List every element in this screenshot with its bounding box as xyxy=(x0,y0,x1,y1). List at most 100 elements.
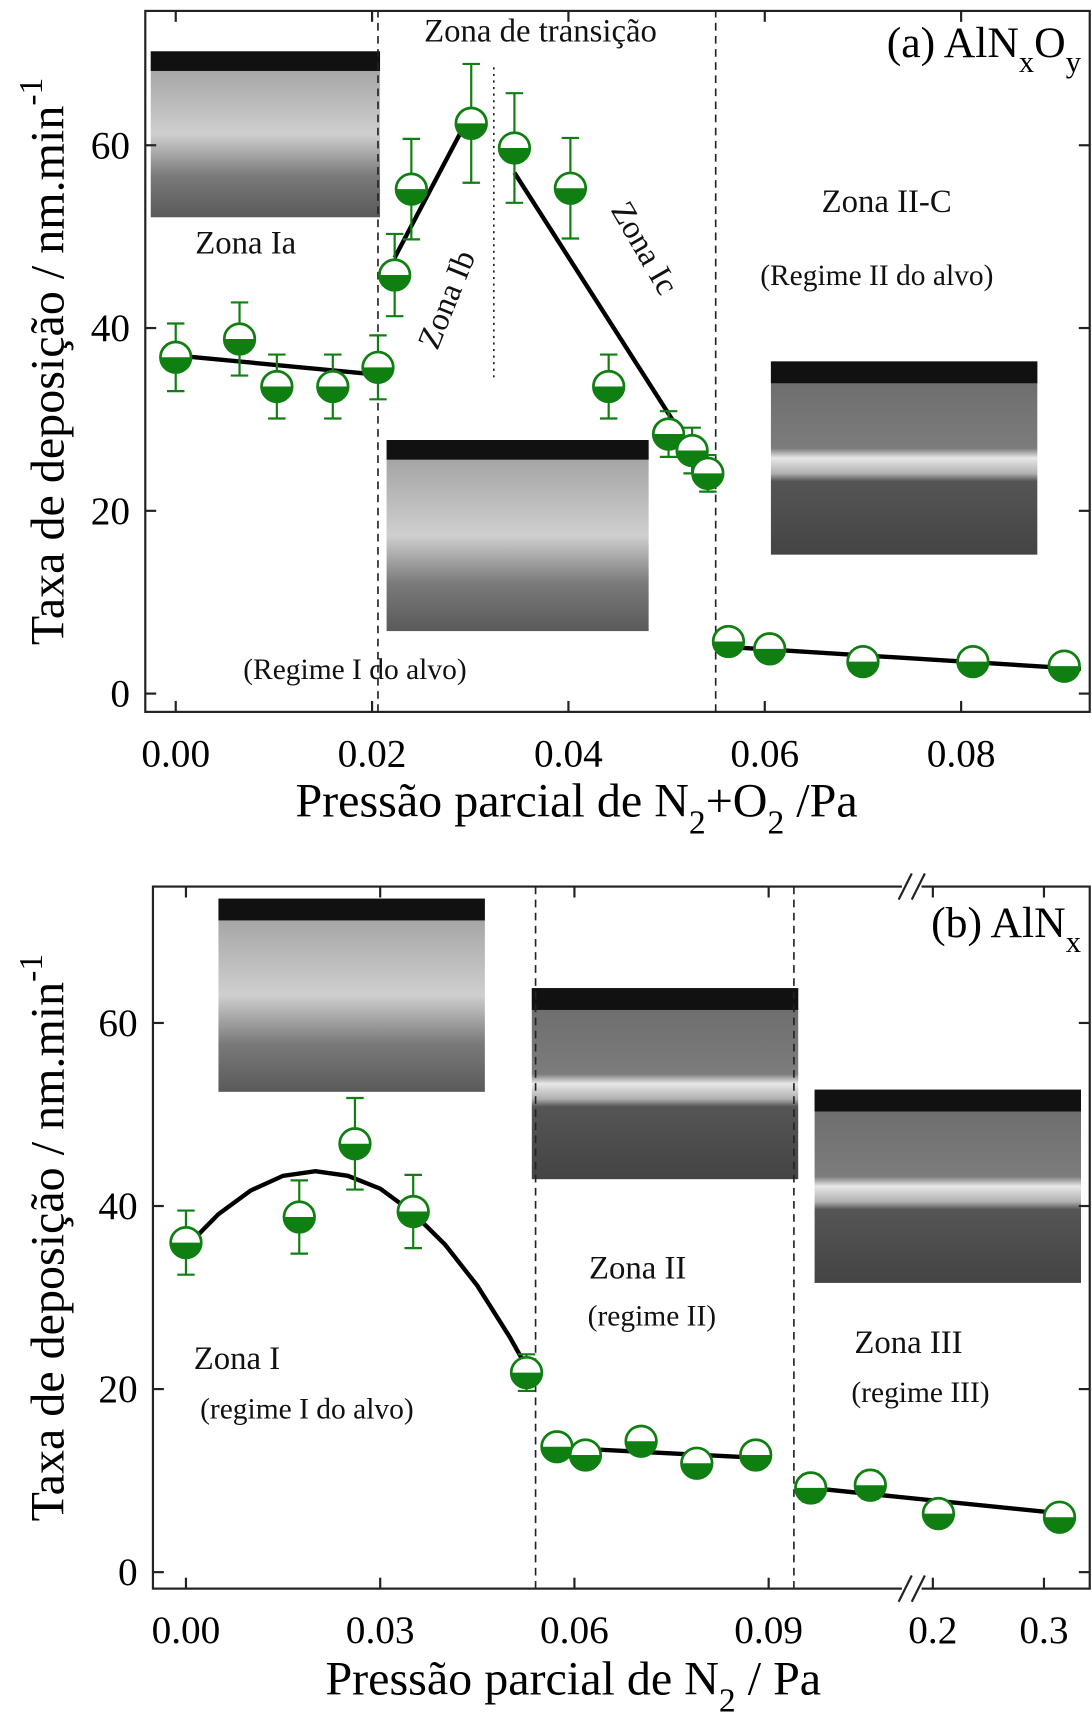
text-part: /Pa xyxy=(784,775,857,828)
sem-image xyxy=(531,988,799,1180)
y-tick-label: 0 xyxy=(110,672,130,716)
data-point xyxy=(675,433,709,468)
marker-fill xyxy=(455,123,487,139)
marker-fill xyxy=(795,1487,827,1504)
fit-line xyxy=(392,111,474,259)
data-point xyxy=(396,1194,430,1229)
text-part: Pressão parcial de N xyxy=(325,1653,718,1706)
annotation: (regime I do alvo) xyxy=(200,1393,414,1425)
fit-line xyxy=(728,644,1082,672)
marker-fill xyxy=(379,275,410,291)
marker-fill xyxy=(653,434,684,450)
marker-fill xyxy=(499,148,530,164)
annotation: Zona de transição xyxy=(424,13,657,49)
marker-fill xyxy=(555,188,586,204)
marker-fill xyxy=(625,1441,657,1457)
marker-fill xyxy=(283,1217,315,1233)
text-part: (a) AlN xyxy=(887,19,1019,67)
x-tick-label: 0.09 xyxy=(734,1608,803,1652)
data-point xyxy=(651,417,686,451)
data-point xyxy=(338,1127,372,1161)
text-part: 2 xyxy=(767,805,784,842)
x-tick-label: 0.02 xyxy=(338,731,407,775)
marker-fill xyxy=(160,357,192,373)
data-point xyxy=(1047,649,1081,683)
marker-fill xyxy=(754,648,785,665)
axis-break xyxy=(910,872,926,901)
x-tick-label: 0.00 xyxy=(141,731,210,775)
annotation: (regime III) xyxy=(851,1377,989,1409)
text-part: y xyxy=(1066,45,1082,79)
data-point xyxy=(921,1496,956,1531)
marker-fill xyxy=(224,339,255,355)
marker-fill xyxy=(740,1454,771,1471)
data-point xyxy=(624,1424,658,1458)
text-part: Pressão parcial de N xyxy=(295,775,688,828)
data-point xyxy=(794,1471,828,1505)
data-point xyxy=(568,1438,603,1472)
data-point xyxy=(169,1225,203,1260)
data-point xyxy=(509,1355,544,1390)
marker-fill xyxy=(1044,1517,1075,1533)
text-part: (b) AlN xyxy=(931,899,1066,947)
sem-header xyxy=(150,51,381,71)
data-point xyxy=(282,1200,316,1234)
x-tick-label: 0.06 xyxy=(730,731,799,775)
marker-fill xyxy=(397,1211,429,1227)
annotation: Zona II-C xyxy=(822,184,952,220)
sem-header xyxy=(814,1089,1081,1112)
annotation: Zona I xyxy=(194,1341,280,1377)
text-part: O xyxy=(1034,19,1066,67)
marker-fill xyxy=(541,1446,573,1463)
x-tick-label: 0.03 xyxy=(346,1608,415,1652)
data-point xyxy=(454,106,488,140)
chart-title: (b) AlNx xyxy=(931,899,1081,959)
data-point xyxy=(691,456,725,491)
annotation: (regime II) xyxy=(588,1300,716,1332)
x-tick-label: 0.2 xyxy=(908,1608,957,1652)
x-tick-label: 0.06 xyxy=(540,1608,609,1652)
sem-header xyxy=(770,361,1038,384)
marker-fill xyxy=(847,661,879,677)
marker-fill xyxy=(317,386,349,402)
annotation: Zona II xyxy=(589,1251,686,1287)
data-point xyxy=(361,350,395,384)
text-part: +O xyxy=(706,775,768,828)
plot-frame xyxy=(144,9,1091,713)
text-part: x xyxy=(1019,45,1034,79)
marker-fill xyxy=(923,1513,954,1529)
data-point xyxy=(956,644,990,679)
plot-frame xyxy=(151,885,1091,1590)
marker-fill xyxy=(261,386,293,402)
text-part: -1 xyxy=(13,78,50,106)
axis-break-gap xyxy=(901,1584,922,1593)
sem-image xyxy=(150,51,381,218)
data-point xyxy=(711,624,746,659)
data-point xyxy=(222,322,257,356)
text-part: 2 xyxy=(689,805,706,842)
marker-fill xyxy=(1048,666,1080,682)
data-point xyxy=(592,369,626,404)
marker-fill xyxy=(681,1463,713,1479)
chart-title: (a) AlNxOy xyxy=(887,19,1082,79)
text-part: -1 xyxy=(13,954,50,982)
data-point xyxy=(260,369,294,404)
text-part: Taxa de deposição / nm.min xyxy=(21,982,74,1522)
data-point xyxy=(846,644,880,679)
data-point xyxy=(1042,1500,1077,1534)
marker-fill xyxy=(396,189,427,205)
axis-break xyxy=(897,872,913,901)
annotation: (Regime I do alvo) xyxy=(243,654,466,686)
x-tick-label: 0.00 xyxy=(152,1608,221,1652)
marker-fill xyxy=(170,1242,202,1258)
y-axis-label: Taxa de deposição / nm.min-1 xyxy=(13,78,75,646)
sem-header xyxy=(531,988,799,1010)
sem-image xyxy=(218,898,485,1092)
data-point xyxy=(853,1468,887,1502)
marker-fill xyxy=(855,1485,886,1501)
data-point xyxy=(753,632,787,666)
sem-insets xyxy=(150,51,1081,1283)
y-axis-label: Taxa de deposição / nm.min-1 xyxy=(13,954,75,1522)
y-tick-label: 60 xyxy=(91,123,130,167)
